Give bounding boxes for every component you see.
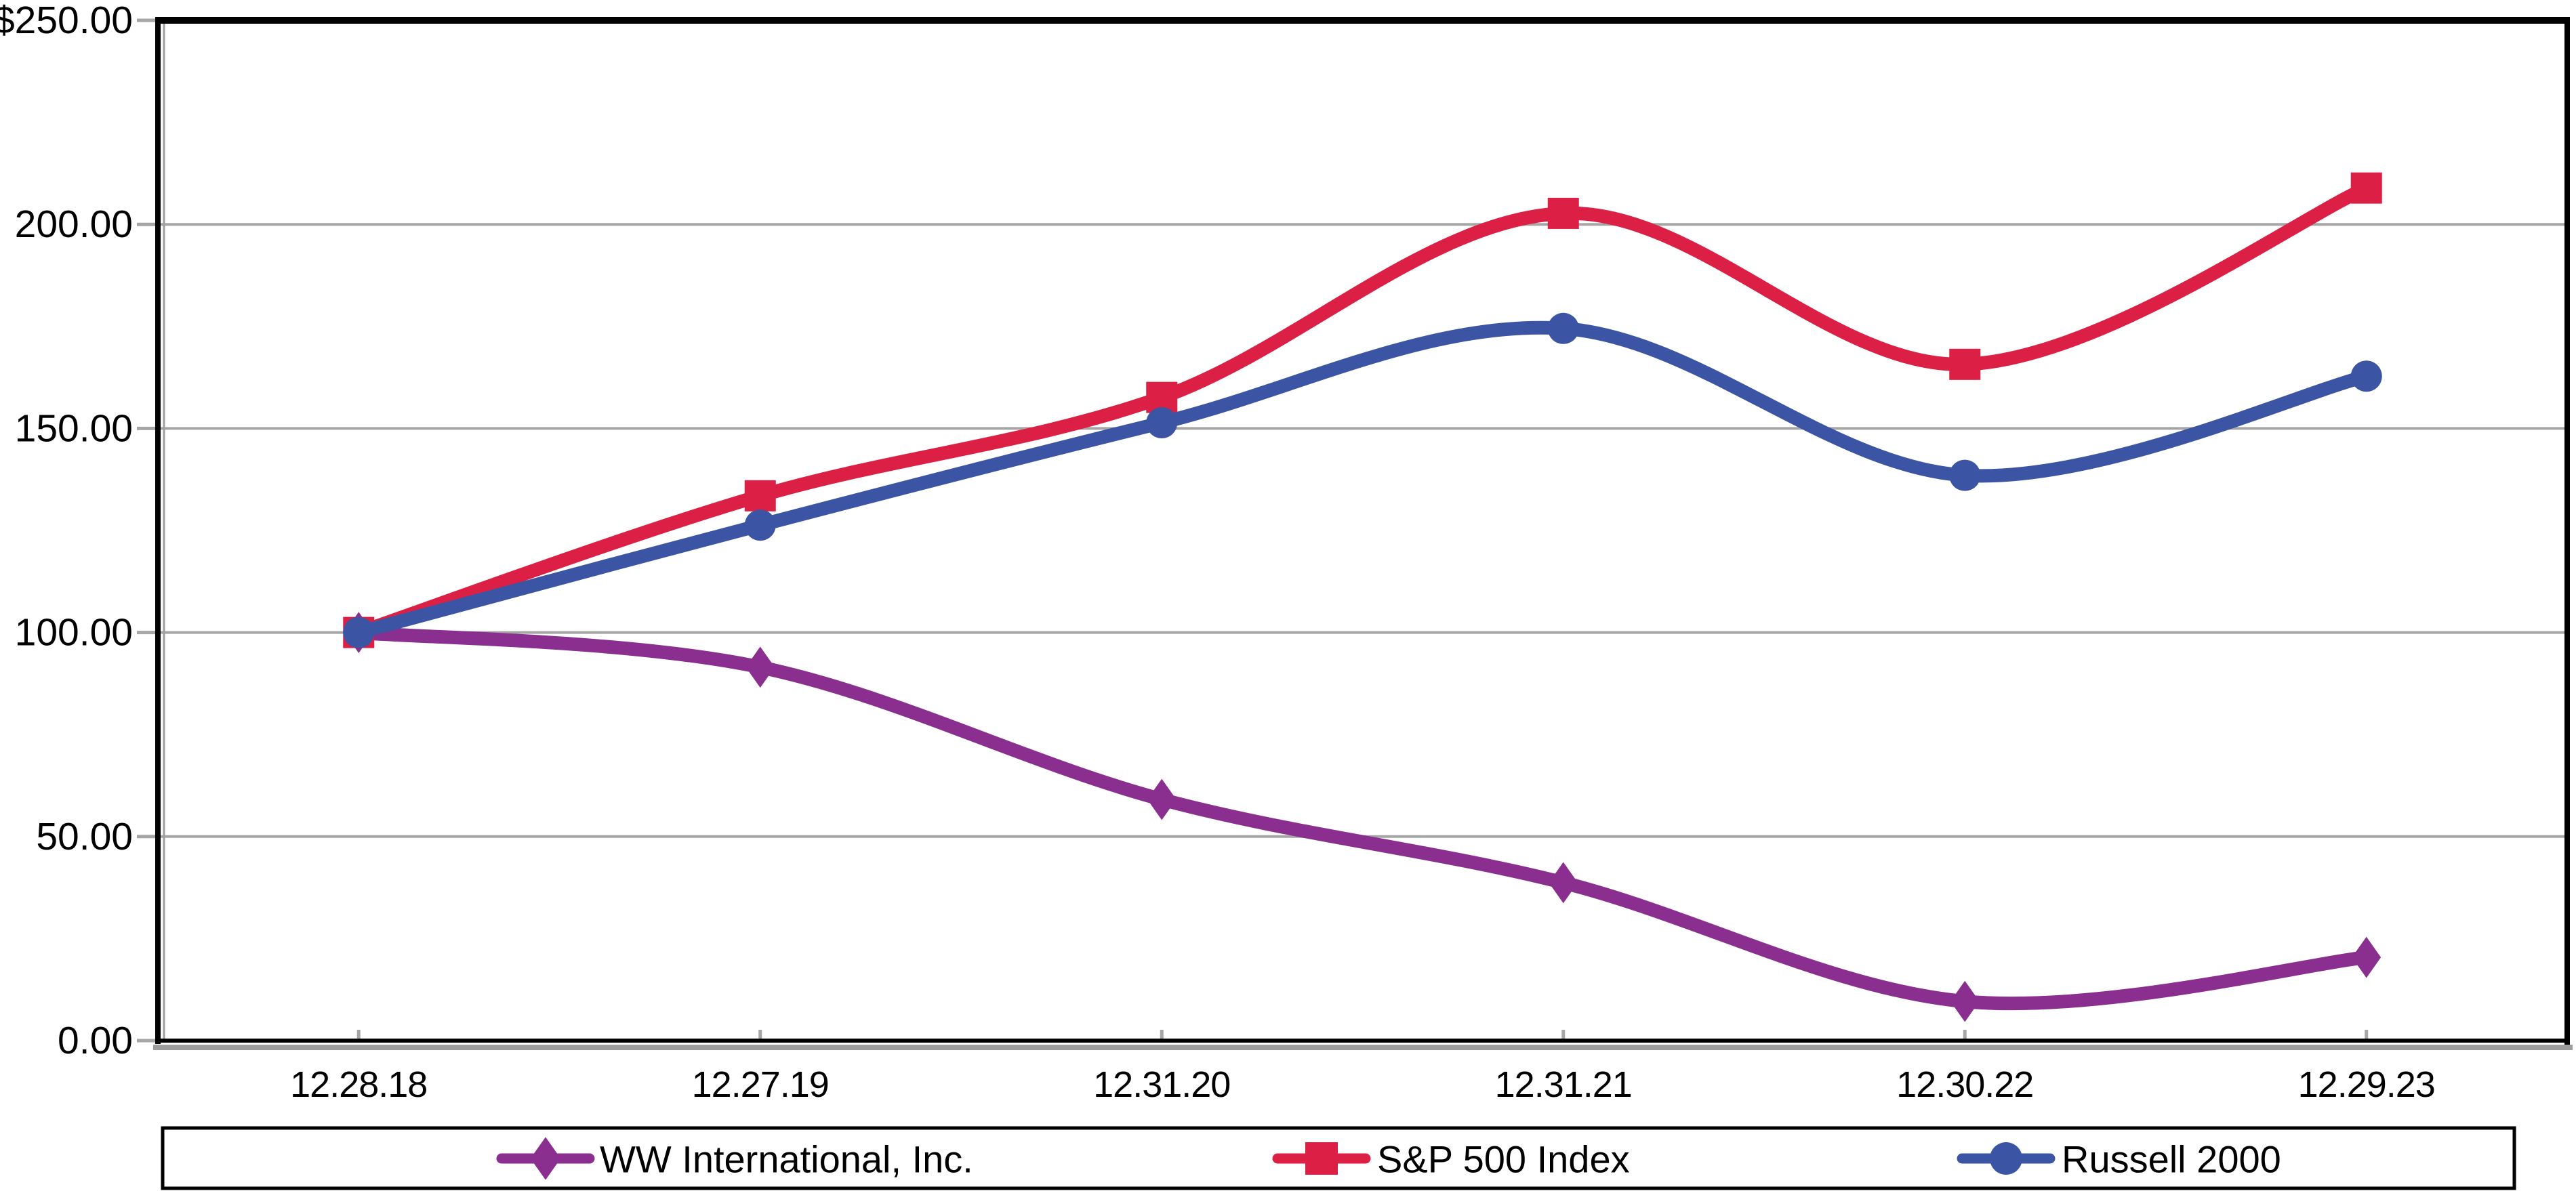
s-p-500-index-square-marker xyxy=(1547,197,1579,229)
legend-ww-international-inc-diamond-marker xyxy=(530,1137,561,1180)
russell-2000-circle-marker xyxy=(1146,406,1178,438)
series-russell-2000 xyxy=(343,312,2382,648)
series-line-s-p-500-index xyxy=(352,181,2373,640)
russell-2000-circle-marker xyxy=(1949,459,1981,491)
s-p-500-index-square-marker xyxy=(1949,348,1981,380)
russell-2000-circle-marker xyxy=(1547,312,1579,344)
series-line-russell-2000 xyxy=(352,320,2373,640)
x-axis-labels: 12.28.18 12.27.19 12.31.20 12.31.21 12.3… xyxy=(290,1064,2436,1105)
legend-label-russell2000: Russell 2000 xyxy=(2062,1138,2281,1181)
y-axis-label: 100.00 xyxy=(15,611,133,654)
x-axis-label: 12.31.21 xyxy=(1495,1064,1632,1105)
legend-item-russell-2000 xyxy=(1957,1142,2056,1175)
legend-label-ww: WW International, Inc. xyxy=(600,1138,973,1181)
series-line-ww-international-inc xyxy=(352,625,2373,1011)
y-axis-label: 150.00 xyxy=(15,406,133,450)
legend-item-s-p-500-index xyxy=(1272,1142,1371,1175)
y-axis-label: 0.00 xyxy=(58,1019,133,1062)
russell-2000-circle-marker xyxy=(2350,360,2382,392)
y-axis-labels: $250.00 200.00 150.00 100.00 50.00 0.00 xyxy=(0,0,133,1062)
series-s-p-500-index xyxy=(343,172,2382,648)
russell-2000-circle-marker xyxy=(343,617,375,648)
x-axis-label: 12.31.20 xyxy=(1093,1064,1230,1105)
legend-item-ww-international-inc xyxy=(496,1137,595,1180)
x-axis-label: 12.29.23 xyxy=(2298,1064,2435,1105)
ww-international-inc-diamond-marker xyxy=(1950,980,1980,1022)
s-p-500-index-square-marker xyxy=(744,480,776,511)
s-p-500-index-square-marker xyxy=(2350,172,2382,204)
ww-international-inc-diamond-marker xyxy=(1147,778,1177,820)
legend-label-sp500: S&P 500 Index xyxy=(1377,1138,1630,1181)
legend-russell-2000-circle-marker xyxy=(1990,1142,2022,1175)
y-axis-label: 200.00 xyxy=(15,203,133,246)
series-layer xyxy=(343,172,2382,1022)
y-axis-label: 50.00 xyxy=(36,815,133,858)
x-axis-label: 12.27.19 xyxy=(692,1064,829,1105)
y-axis-label: $250.00 xyxy=(0,0,133,42)
legend-s-p-500-index-square-marker xyxy=(1305,1142,1338,1175)
x-axis-label: 12.28.18 xyxy=(290,1064,427,1105)
x-axis-label: 12.30.22 xyxy=(1896,1064,2033,1105)
russell-2000-circle-marker xyxy=(744,509,776,541)
plot-frame xyxy=(153,17,2573,1050)
ww-international-inc-diamond-marker xyxy=(745,646,775,688)
legend-glyphs xyxy=(496,1137,2056,1180)
plot-area xyxy=(158,20,2567,1041)
legend: WW International, Inc. S&P 500 Index Rus… xyxy=(161,1126,2516,1190)
ww-international-inc-diamond-marker xyxy=(1549,862,1578,904)
ww-international-inc-diamond-marker xyxy=(2352,936,2381,978)
